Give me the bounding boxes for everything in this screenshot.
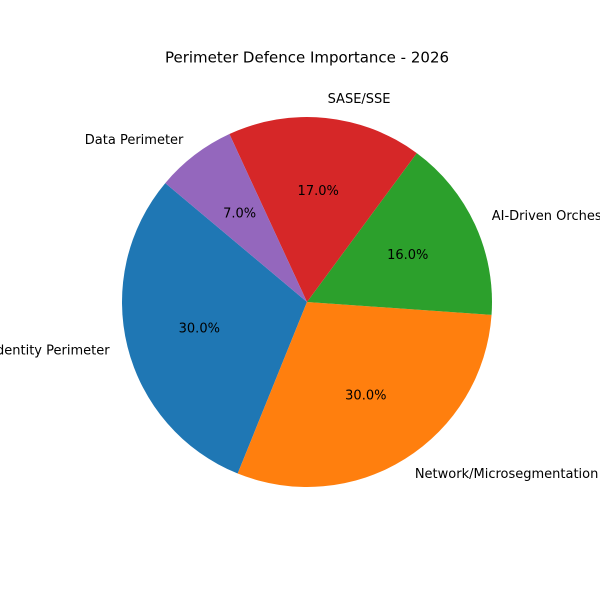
pie-slice — [237, 302, 492, 487]
chart-title: Perimeter Defence Importance - 2026 — [165, 49, 449, 67]
value-label: 30.0% — [345, 389, 386, 404]
slice-label: SASE/SSE — [328, 92, 391, 107]
slice-label: Data Perimeter — [85, 133, 184, 148]
pie-slice — [307, 153, 492, 315]
pie-slice — [229, 117, 417, 303]
slice-label: Network/Microsegmentation — [415, 467, 599, 482]
value-label: 16.0% — [387, 248, 428, 263]
value-label: 7.0% — [223, 206, 256, 221]
value-label: 17.0% — [298, 184, 339, 199]
slice-label: AI-Driven Orchestration — [492, 209, 600, 224]
value-label: 30.0% — [179, 321, 220, 336]
pie-slice — [165, 134, 307, 302]
slice-label: Identity Perimeter — [0, 344, 110, 359]
pie-slice — [121, 183, 307, 474]
